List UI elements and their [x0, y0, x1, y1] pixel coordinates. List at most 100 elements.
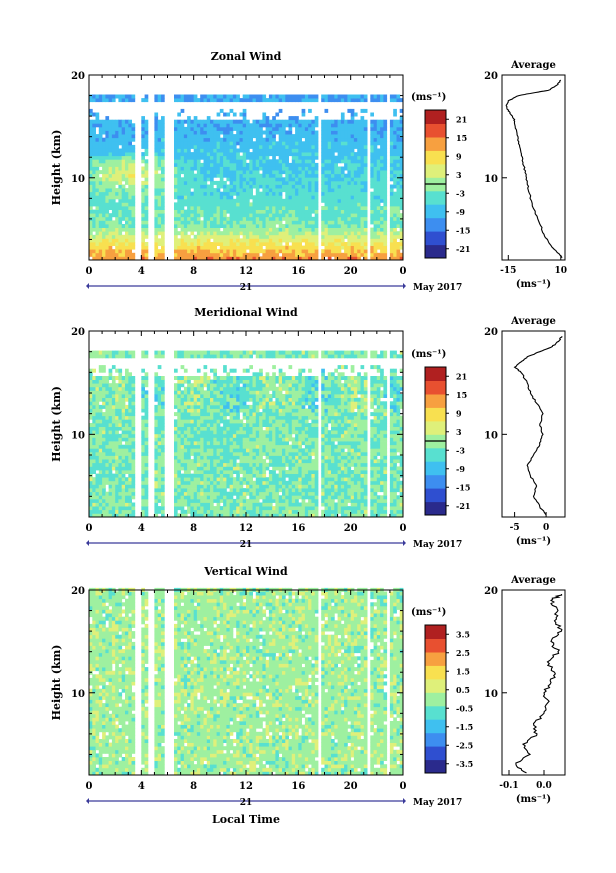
- heatmap-cell: [144, 470, 149, 474]
- heatmap-cell: [265, 152, 270, 157]
- heatmap-cell: [246, 238, 250, 243]
- heatmap-cell: [154, 509, 159, 514]
- heatmap-cell: [259, 184, 263, 189]
- heatmap-cell: [161, 502, 165, 507]
- heatmap-cell: [389, 162, 394, 167]
- heatmap-cell: [383, 166, 388, 171]
- heatmap-cell: [111, 227, 116, 232]
- heatmap-cell: [229, 242, 234, 246]
- heatmap-cell: [95, 249, 100, 254]
- heatmap-cell: [350, 152, 355, 157]
- heatmap-cell: [370, 166, 374, 171]
- heatmap-cell: [210, 141, 214, 146]
- heatmap-cell: [239, 170, 244, 175]
- heatmap-cell: [210, 397, 214, 402]
- heatmap-cell: [213, 491, 217, 496]
- heatmap-cell: [98, 462, 103, 467]
- heatmap-cell: [344, 242, 348, 246]
- date-bar-arrow: [86, 283, 89, 289]
- heatmap-cell: [108, 491, 113, 496]
- heatmap-cell: [177, 513, 181, 518]
- heatmap-cell: [141, 419, 145, 424]
- heatmap-cell: [141, 191, 145, 196]
- heatmap-cell: [92, 216, 96, 221]
- heatmap-cell: [259, 155, 263, 160]
- heatmap-cell: [98, 426, 103, 431]
- heatmap-cell: [200, 184, 204, 189]
- heatmap-cell: [360, 220, 365, 225]
- heatmap-cell: [92, 488, 96, 493]
- heatmap-cell: [380, 195, 384, 200]
- heatmap-cell: [196, 184, 201, 189]
- heatmap-cell: [304, 152, 309, 157]
- heatmap-cell: [89, 202, 93, 207]
- heatmap-cell: [203, 437, 208, 442]
- heatmap-cell: [291, 256, 296, 261]
- heatmap-cell: [203, 162, 208, 167]
- heatmap-cell: [285, 224, 289, 228]
- heatmap-cell: [203, 245, 208, 250]
- heatmap-cell: [213, 242, 217, 246]
- heatmap-cell: [216, 170, 221, 175]
- heatmap-cell: [180, 213, 185, 218]
- heatmap-cell: [196, 502, 201, 507]
- heatmap-cell: [239, 249, 244, 254]
- heatmap-cell: [203, 134, 208, 139]
- heatmap-cell: [334, 162, 338, 167]
- heatmap-cell: [304, 209, 309, 214]
- heatmap-cell: [288, 198, 293, 203]
- heatmap-cell: [314, 170, 319, 175]
- heatmap-cell: [327, 195, 332, 200]
- heatmap-cell: [295, 213, 299, 218]
- heatmap-cell: [102, 419, 106, 424]
- heatmap-cell: [92, 401, 96, 406]
- heatmap-cell: [239, 216, 244, 221]
- heatmap-cell: [383, 227, 388, 232]
- heatmap-cell: [399, 162, 404, 167]
- heatmap-cell: [180, 448, 185, 453]
- heatmap-cell: [213, 451, 217, 456]
- heatmap-cell: [102, 224, 106, 228]
- heatmap-cell: [265, 188, 270, 193]
- heatmap-cell: [141, 383, 145, 388]
- heatmap-cell: [105, 491, 110, 496]
- heatmap-cell: [193, 451, 198, 456]
- heatmap-cell: [376, 213, 381, 218]
- heatmap-cell: [370, 119, 374, 124]
- heatmap-cell: [121, 123, 126, 128]
- heatmap-cell: [115, 234, 119, 239]
- heatmap-cell: [373, 245, 378, 250]
- heatmap-cell: [389, 173, 394, 178]
- heatmap-cell: [334, 224, 338, 228]
- heatmap-cell: [174, 368, 178, 373]
- heatmap-cell: [304, 188, 309, 193]
- heatmap-cell: [187, 390, 191, 395]
- heatmap-cell: [288, 227, 293, 232]
- heatmap-cell: [180, 383, 185, 388]
- heatmap-cell: [154, 234, 159, 239]
- heatmap-cell: [357, 180, 361, 185]
- heatmap-cell: [183, 119, 188, 124]
- heatmap-cell: [357, 206, 361, 210]
- heatmap-cell: [92, 495, 96, 500]
- heatmap-cell: [183, 180, 188, 185]
- heatmap-cell: [118, 202, 123, 207]
- heatmap-cell: [190, 123, 195, 128]
- heatmap-cell: [108, 245, 113, 250]
- heatmap-cell: [337, 166, 342, 171]
- heatmap-cell: [298, 198, 302, 203]
- heatmap-cell: [268, 134, 273, 139]
- heatmap-cell: [154, 383, 159, 388]
- heatmap-cell: [111, 466, 116, 471]
- heatmap-cell: [357, 134, 361, 139]
- heatmap-cell: [295, 256, 299, 261]
- heatmap-cell: [331, 245, 335, 250]
- heatmap-cell: [141, 401, 145, 406]
- heatmap-cell: [180, 234, 185, 239]
- profile-frame: [501, 74, 566, 261]
- heatmap-cell: [213, 484, 217, 489]
- heatmap-cell: [383, 180, 388, 185]
- heatmap-cell: [200, 152, 204, 157]
- heatmap-cell: [210, 477, 214, 482]
- heatmap-cell: [193, 455, 198, 460]
